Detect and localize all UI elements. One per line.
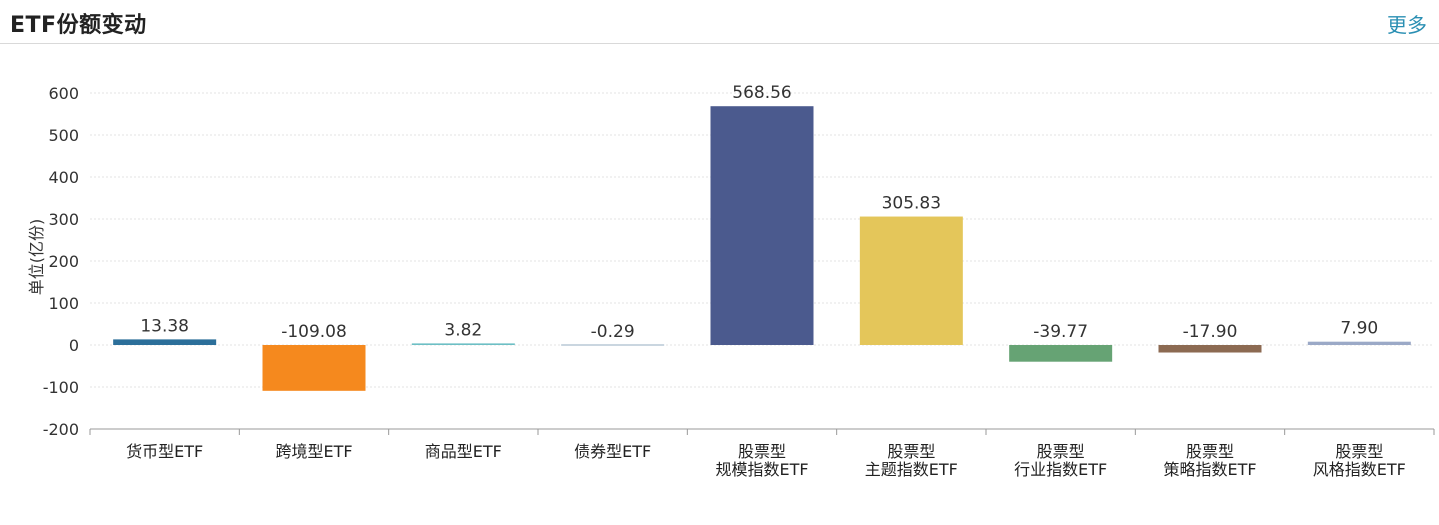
y-tick-label: -100 <box>43 378 79 397</box>
y-tick-label: 100 <box>48 294 79 313</box>
x-tick-label: 股票型 <box>1186 442 1234 461</box>
bar <box>859 216 963 345</box>
y-axis-label: 单位(亿份) <box>27 219 46 296</box>
data-label: -109.08 <box>281 322 347 342</box>
etf-share-change-chart: 600 500 400 300 200 100 0 -100 -200 单位(亿份) 13.38 货币… <box>27 83 1435 479</box>
y-tick-label: 0 <box>69 336 79 355</box>
data-label: 13.38 <box>140 316 189 336</box>
x-tick-label: 股票型 <box>738 442 786 461</box>
y-tick-label: 300 <box>48 210 79 229</box>
bar <box>262 345 366 391</box>
x-tick-label: 货币型ETF <box>126 442 203 461</box>
x-tick-label: 股票型 <box>1037 442 1085 461</box>
data-label: -17.90 <box>1183 322 1238 342</box>
data-label: 305.83 <box>882 194 941 214</box>
bar <box>411 343 515 345</box>
more-link[interactable]: 更多 <box>1387 13 1427 37</box>
x-tick-label: 规模指数ETF <box>715 460 808 479</box>
y-tick-label: 500 <box>48 126 79 145</box>
data-label: -0.29 <box>591 322 635 342</box>
x-tick-label: 主题指数ETF <box>865 460 958 479</box>
bar <box>710 106 814 345</box>
y-tick-label: 600 <box>48 84 79 103</box>
x-tick-label: 债券型ETF <box>574 442 651 461</box>
bar <box>1009 345 1113 362</box>
data-label: -39.77 <box>1033 322 1088 342</box>
x-tick-label: 跨境型ETF <box>275 442 352 461</box>
data-label: 3.82 <box>444 320 482 340</box>
page-title: ETF份额变动 <box>10 13 147 38</box>
y-tick-label: -200 <box>43 420 79 439</box>
data-label: 568.56 <box>732 83 791 103</box>
bar <box>1307 341 1411 345</box>
bar <box>561 344 665 346</box>
y-tick-label: 200 <box>48 252 79 271</box>
x-tick-label: 商品型ETF <box>425 442 502 461</box>
y-tick-label: 400 <box>48 168 79 187</box>
x-tick-label: 策略指数ETF <box>1163 460 1256 479</box>
bar <box>1158 345 1262 353</box>
chart-header: ETF份额变动 更多 <box>0 0 1439 44</box>
x-tick-label: 行业指数ETF <box>1014 460 1107 479</box>
x-tick-label: 风格指数ETF <box>1313 460 1406 479</box>
x-tick-label: 股票型 <box>1335 442 1383 461</box>
x-tick-label: 股票型 <box>887 442 935 461</box>
data-label: 7.90 <box>1340 319 1378 339</box>
bar <box>113 339 217 345</box>
